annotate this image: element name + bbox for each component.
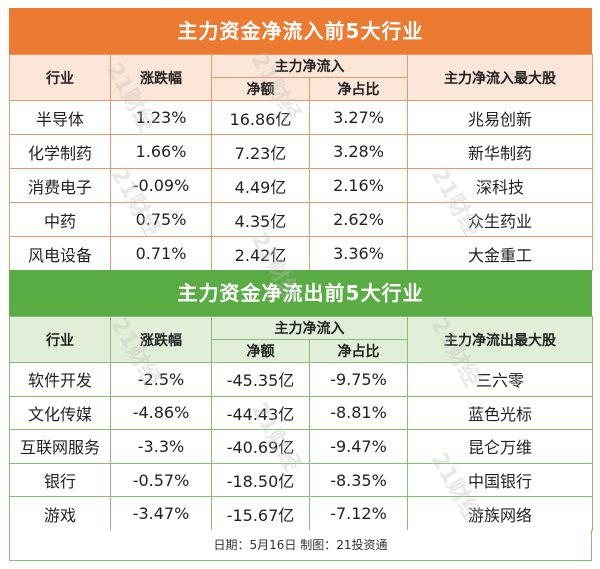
cell-change: 1.66% [110,134,212,169]
cell-stock: 中国银行 [407,462,593,498]
cell-change: -4.86% [110,395,212,431]
table-row: 文化传媒 -4.86% -44.43亿 -8.81% 蓝色光标 [9,395,593,431]
cell-industry: 化学制药 [9,134,111,169]
cell-ratio: 2.16% [309,168,408,203]
cell-amount: -44.43亿 [211,395,310,431]
header-net-amount: 净额 [211,339,310,363]
cell-industry: 半导体 [9,100,111,135]
table-row: 消费电子 -0.09% 4.49亿 2.16% 深科技 [9,168,593,203]
cell-ratio: -8.81% [309,395,408,431]
cell-ratio: 3.36% [309,236,408,271]
header-industry: 行业 [9,54,111,101]
cell-stock: 大金重工 [407,236,593,271]
cell-stock: 众生药业 [407,202,593,237]
table-row: 中药 0.75% 4.35亿 2.62% 众生药业 [9,202,593,237]
cell-stock: 深科技 [407,168,593,203]
cell-amount: 4.49亿 [211,168,310,203]
cell-stock: 新华制药 [407,134,593,169]
cell-stock: 兆易创新 [407,100,593,135]
header-net-group: 主力净流入 [211,316,408,340]
cell-stock: 昆仑万维 [407,429,593,464]
cell-change: 0.71% [110,236,212,271]
inflow-table: 行业 涨跌幅 主力净流入 主力净流入最大股 净额 净占比 半导体 1.23% 1… [9,54,593,271]
cell-ratio: -9.75% [309,362,408,397]
table-row: 银行 -0.57% -18.50亿 -8.35% 中国银行 [9,462,593,498]
header-industry: 行业 [9,316,111,363]
table-row: 化学制药 1.66% 7.23亿 3.28% 新华制药 [9,134,593,169]
table-row: 风电设备 0.71% 2.42亿 3.36% 大金重工 [9,236,593,271]
header-change: 涨跌幅 [110,54,212,101]
cell-industry: 风电设备 [9,236,111,271]
header-top-stock: 主力净流出最大股 [407,316,593,363]
cell-ratio: 2.62% [309,202,408,237]
cell-amount: -45.35亿 [211,362,310,397]
cell-industry: 互联网服务 [9,429,111,464]
outflow-table: 行业 涨跌幅 主力净流入 主力净流出最大股 净额 净占比 软件开发 -2.5% … [9,316,593,531]
cell-amount: -40.69亿 [211,429,310,464]
inflow-title: 主力资金净流入前5大行业 [9,8,592,54]
outflow-title: 主力资金净流出前5大行业 [9,270,592,316]
cell-industry: 软件开发 [9,362,111,397]
cell-change: 0.75% [110,202,212,237]
inflow-section: 主力资金净流入前5大行业 行业 涨跌幅 主力净流入 主力净流入最大股 净额 净占… [9,8,593,271]
cell-ratio: -8.35% [309,462,408,498]
cell-industry: 游戏 [9,496,111,531]
header-net-ratio: 净占比 [309,339,408,363]
header-net-group: 主力净流入 [211,54,408,78]
header-top-stock: 主力净流入最大股 [407,54,593,101]
cell-change: -0.57% [110,462,212,498]
cell-amount: 16.86亿 [211,100,310,135]
cell-amount: 2.42亿 [211,236,310,271]
outflow-section: 主力资金净流出前5大行业 行业 涨跌幅 主力净流入 主力净流出最大股 净额 净占… [9,270,593,531]
cell-ratio: 3.28% [309,134,408,169]
cell-industry: 中药 [9,202,111,237]
table-row: 软件开发 -2.5% -45.35亿 -9.75% 三六零 [9,362,593,397]
cell-industry: 银行 [9,462,111,498]
cell-industry: 文化传媒 [9,395,111,431]
cell-change: -2.5% [110,362,212,397]
header-net-ratio: 净占比 [309,77,408,101]
cell-industry: 消费电子 [9,168,111,203]
cell-stock: 游族网络 [407,496,593,531]
cell-stock: 三六零 [407,362,593,397]
cell-change: 1.23% [110,100,212,135]
cell-amount: -15.67亿 [211,496,310,531]
cell-ratio: 3.27% [309,100,408,135]
cell-stock: 蓝色光标 [407,395,593,431]
header-net-amount: 净额 [211,77,310,101]
footer-credit: 日期：5月16日 制图：21投资通 [9,530,592,561]
table-row: 半导体 1.23% 16.86亿 3.27% 兆易创新 [9,100,593,135]
table-row: 游戏 -3.47% -15.67亿 -7.12% 游族网络 [9,496,593,531]
table-row: 互联网服务 -3.3% -40.69亿 -9.47% 昆仑万维 [9,429,593,464]
cell-amount: 7.23亿 [211,134,310,169]
cell-ratio: -7.12% [309,496,408,531]
header-change: 涨跌幅 [110,316,212,363]
cell-amount: -18.50亿 [211,462,310,498]
cell-amount: 4.35亿 [211,202,310,237]
cell-change: -3.47% [110,496,212,531]
cell-change: -3.3% [110,429,212,464]
cell-ratio: -9.47% [309,429,408,464]
cell-change: -0.09% [110,168,212,203]
